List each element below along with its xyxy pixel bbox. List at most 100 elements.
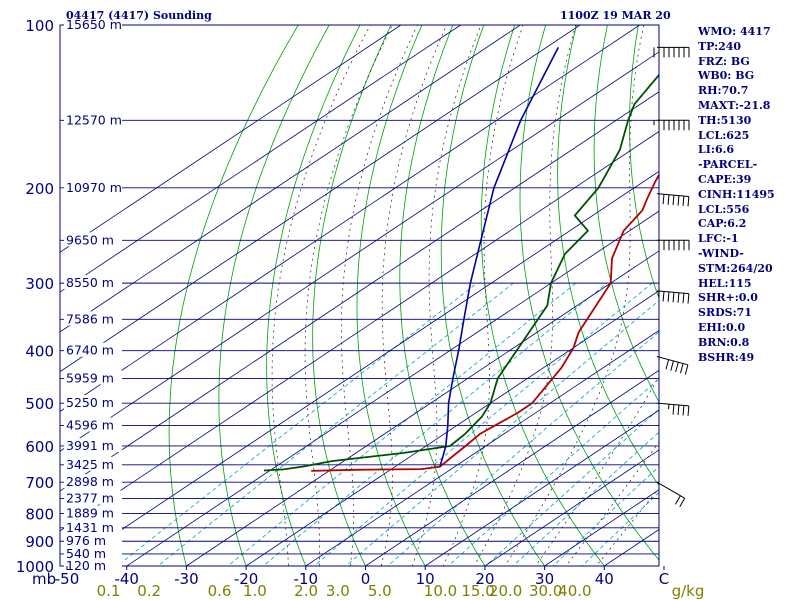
height-label: 15650 m [66,17,122,32]
moist-adiabat [411,25,482,566]
wind-barb-flag [672,404,675,415]
isotherm [66,170,659,566]
height-label-bg [64,558,122,572]
height-label-bg [64,533,122,548]
dry-adiabat [629,25,659,300]
moist-adiabat [380,25,447,566]
stat-item: LCL:556 [698,202,750,216]
isotherm [424,409,659,566]
isotherm [245,290,659,566]
height-label-bg [64,417,122,432]
height-label-bg [64,179,122,194]
pressure-tick-label: 700 [25,474,54,492]
stat-item: CAP:6.2 [698,217,747,231]
temp-tick-label: 30 [535,570,554,588]
sounding-datetime: 1100Z 19 MAR 20 [560,9,671,22]
height-label: 12570 m [66,112,122,127]
height-label: 1431 m [66,520,114,535]
wind-barb [656,481,686,508]
wind-barb-staff [656,193,689,197]
mixing-ratio-label: 40.0 [558,582,591,600]
stat-item: -PARCEL- [698,158,758,172]
wind-barb [656,402,690,416]
height-label: 10970 m [66,180,122,195]
height-label-bg [64,519,122,534]
stat-item: WMO: 4417 [698,25,771,38]
pressure-tick-label: 500 [25,395,54,413]
wind-barb-flag [662,291,665,302]
moist-adiabat [565,441,659,566]
temp-tick-label: -40 [114,570,139,588]
height-label: 976 m [66,533,106,548]
isotherm [60,25,402,253]
mixing-ratio-unit-label: g/kg [672,582,705,600]
stat-item: LI:6.6 [698,143,735,157]
wind-barb-flag [682,195,685,207]
mixing-ratio-label: 20.0 [489,582,522,600]
height-label-bg [64,395,122,410]
pressure-tick-label: 100 [25,17,54,35]
pressure-tick-label: 300 [25,275,54,293]
wind-barb [656,193,690,207]
wind-barb-flag [679,497,686,508]
mixing-ratio-label: 15.0 [461,582,494,600]
stat-item: STM:264/20 [698,261,773,275]
height-label: 120 m [66,558,106,573]
dry-adiabat [218,25,330,566]
height-label: 2898 m [66,474,114,489]
pressure-tick-label: 1000 [16,558,54,576]
isotherm [60,25,640,412]
height-label-bg [64,275,122,290]
temp-tick-label: -20 [234,570,259,588]
pressure-unit-label: mb [32,570,56,588]
stat-item: WB0: BG [698,69,755,83]
height-label: 3991 m [66,438,114,453]
temp-tick-label: 0 [361,570,371,588]
height-label: 3425 m [66,457,114,472]
moist-adiabat [442,25,524,566]
stat-item: BSHR:49 [698,350,755,364]
mixing-ratio-line [581,491,659,566]
mixing-ratio-label: 5.0 [368,582,392,600]
moist-adiabat [595,487,659,566]
wind-barb-flag [682,293,685,304]
wind-barbs [653,46,690,508]
height-label-bg [64,437,122,452]
mixing-ratio-line [313,282,653,566]
height-label: 7586 m [66,311,114,326]
stat-item: TP:240 [698,39,742,53]
mixing-ratio-label: 0.1 [97,582,121,600]
isotherm [60,25,521,333]
moist-adiabat [473,25,577,566]
dry-adiabat [793,25,800,578]
wind-barb-flag [670,360,674,371]
wind-barb-flag [677,405,680,416]
stat-item: TH:5130 [698,113,752,127]
stat-item: FRZ: BG [698,54,750,68]
wind-barb [657,239,690,251]
wind-barb [656,290,690,304]
temp-tick-label: 10 [416,570,435,588]
isotherm [60,51,659,452]
stat-item: HEL:115 [698,276,752,290]
temp-tick-label: -30 [174,570,199,588]
wind-barb [653,119,690,131]
wind-barb-flag [675,362,679,372]
stat-item: SHR+:0.0 [698,291,758,305]
stat-item: MAXT:-21.8 [698,98,771,112]
wind-barb-flag [687,293,690,304]
isotherm [60,25,581,373]
height-label-bg [64,370,122,385]
wind-barb-flag [684,364,689,375]
isotherm [186,250,659,566]
height-label-bg [64,545,122,560]
mixing-ratio-label: 30.0 [529,582,562,600]
mixing-ratio-line [227,282,577,566]
height-label: 4596 m [66,418,114,433]
pressure-tick-label: 400 [25,343,54,361]
height-label-bg [64,490,122,505]
wind-barb-staff [656,481,685,499]
dry-adiabat [440,25,546,566]
